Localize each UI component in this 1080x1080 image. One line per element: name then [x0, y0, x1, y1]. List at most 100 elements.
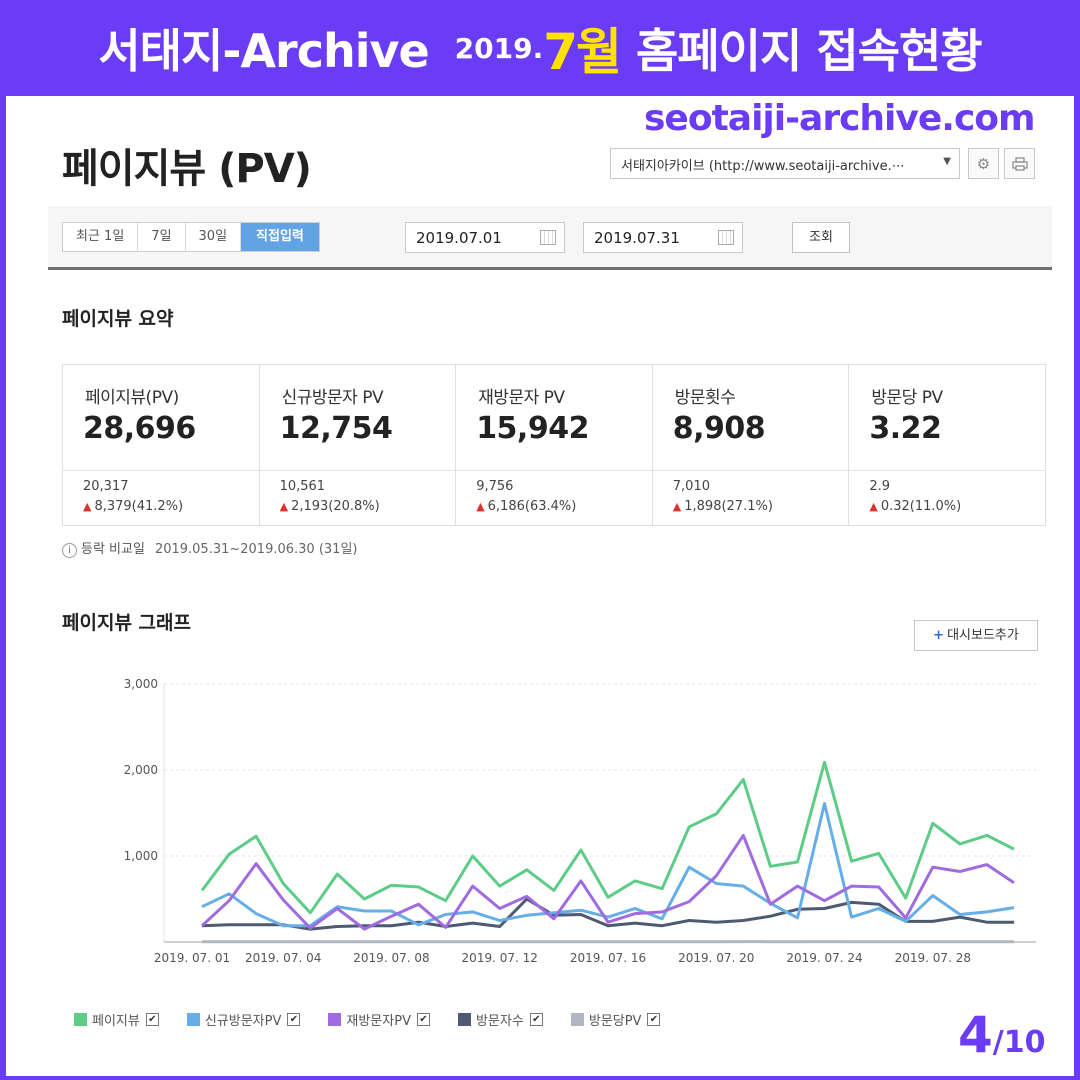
legend-item[interactable]: 재방문자PV ✔: [328, 1010, 430, 1029]
compare-dates: 2019.05.31~2019.06.30 (31일): [154, 542, 358, 557]
summary-heading: 페이지뷰 요약: [62, 308, 174, 330]
x-tick-label: 2019. 07. 12: [462, 951, 538, 965]
arrow-up-icon: ▲: [869, 500, 878, 513]
card-label: 신규방문자 PV: [281, 388, 384, 408]
chevron-down-icon: ▼: [943, 156, 951, 167]
calendar-icon[interactable]: [540, 230, 556, 245]
summary-cards: 페이지뷰(PV) 28,696 20,317 ▲ 8,379(41.2%) 신규방…: [62, 364, 1046, 526]
banner-month: 7월: [543, 23, 622, 81]
banner-subtitle: 홈페이지 접속현황: [636, 24, 983, 78]
settings-button[interactable]: ⚙: [968, 148, 999, 179]
summary-card-pv-per-visit: 방문당 PV 3.22 2.9 ▲ 0.32(11.0%): [849, 365, 1045, 525]
legend-item[interactable]: 신규방문자PV ✔: [186, 1010, 301, 1029]
page-indicator: 4/10: [958, 1006, 1046, 1064]
legend-item[interactable]: 페이지뷰 ✔: [74, 1010, 159, 1029]
legend-item[interactable]: 방문자수 ✔: [457, 1010, 543, 1029]
period-custom[interactable]: 직접입력: [241, 223, 319, 251]
series-line-1: [201, 802, 1015, 928]
series-line-2: [200, 833, 1015, 931]
card-value: 8,908: [672, 411, 766, 446]
chart-legend: 페이지뷰 ✔ 신규방문자PV ✔ 재방문자PV ✔ 방문자수 ✔ 방문당PV ✔: [74, 1010, 688, 1029]
x-tick-label: 2019. 07. 24: [786, 951, 862, 965]
y-tick-label: 2,000: [124, 763, 158, 777]
card-change: ▲ 6,186(63.4%): [476, 499, 577, 514]
card-previous: 2.9: [869, 479, 891, 494]
query-button[interactable]: 조회: [792, 222, 850, 253]
card-change: ▲ 0.32(11.0%): [869, 499, 962, 514]
card-change: ▲ 1,898(27.1%): [672, 499, 773, 514]
arrow-up-icon: ▲: [83, 500, 92, 513]
x-tick-label: 2019. 07. 28: [895, 951, 971, 965]
period-1day[interactable]: 최근 1일: [63, 223, 139, 251]
summary-card-visits: 방문횟수 8,908 7,010 ▲ 1,898(27.1%): [652, 365, 850, 525]
x-tick-label: 2019. 07. 01: [154, 951, 230, 965]
legend-swatch: [74, 1013, 87, 1026]
page-total: /10: [992, 1025, 1046, 1060]
card-value: 3.22: [869, 411, 942, 446]
card-label: 재방문자 PV: [478, 388, 565, 408]
end-date-input[interactable]: 2019.07.31: [583, 222, 743, 253]
calendar-icon[interactable]: [718, 230, 734, 245]
summary-card-new-visitor-pv: 신규방문자 PV 12,754 10,561 ▲ 2,193(20.8%): [259, 365, 457, 525]
legend-item[interactable]: 방문당PV ✔: [570, 1010, 661, 1029]
add-dashboard-button[interactable]: + 대시보드추가: [914, 620, 1038, 651]
card-value: 12,754: [279, 411, 393, 446]
legend-checkbox[interactable]: ✔: [529, 1013, 543, 1026]
x-tick-label: 2019. 07. 16: [570, 951, 646, 965]
compare-label: 등락 비교일: [81, 542, 145, 557]
legend-swatch: [570, 1013, 584, 1026]
legend-swatch: [186, 1013, 200, 1026]
card-previous: 9,756: [476, 479, 514, 494]
period-30days[interactable]: 30일: [186, 223, 242, 251]
card-previous: 7,010: [672, 479, 710, 494]
summary-card-returning-visitor-pv: 재방문자 PV 15,942 9,756 ▲ 6,186(63.4%): [456, 365, 653, 525]
y-tick-label: 3,000: [124, 677, 158, 691]
card-label: 페이지뷰(PV): [85, 388, 179, 408]
series-line-0: [200, 760, 1015, 915]
print-button[interactable]: [1004, 148, 1035, 179]
legend-label: 신규방문자PV: [204, 1014, 282, 1029]
legend-checkbox[interactable]: ✔: [287, 1013, 301, 1026]
legend-label: 방문자수: [475, 1014, 524, 1029]
card-change: ▲ 8,379(41.2%): [83, 499, 184, 514]
page-title: 페이지뷰 (PV): [62, 146, 312, 192]
gear-icon: ⚙: [976, 154, 991, 173]
series-line-3: [201, 897, 1014, 931]
x-tick-label: 2019. 07. 08: [353, 951, 429, 965]
date-toolbar: 최근 1일 7일 30일 직접입력 2019.07.01 - 2019.07.3…: [48, 206, 1052, 270]
arrow-up-icon: ▲: [672, 500, 682, 513]
card-previous: 10,561: [279, 479, 326, 494]
banner-archive-title: 서태지-Archive: [98, 24, 429, 78]
start-date-input[interactable]: 2019.07.01: [405, 222, 565, 253]
plus-icon: +: [933, 628, 945, 643]
start-date-value: 2019.07.01: [416, 229, 502, 247]
y-tick-label: 1,000: [124, 849, 158, 863]
add-dashboard-label: 대시보드추가: [947, 628, 1019, 643]
compare-note: i 등락 비교일 2019.05.31~2019.06.30 (31일): [62, 538, 357, 558]
card-previous: 20,317: [83, 479, 129, 494]
card-label: 방문당 PV: [871, 388, 943, 408]
card-change: ▲ 2,193(20.8%): [279, 499, 380, 514]
legend-checkbox[interactable]: ✔: [416, 1013, 430, 1026]
title-banner: 서태지-Archive 2019. 7월 홈페이지 접속현황: [0, 0, 1080, 96]
legend-swatch: [457, 1013, 471, 1026]
site-select[interactable]: 서태지아카이브 (http://www.seotaiji-archive.⋯ ▼: [610, 148, 960, 179]
page-current: 4: [958, 1006, 993, 1064]
period-selector: 최근 1일 7일 30일 직접입력: [62, 222, 320, 252]
pageview-line-chart: 3,000 2,000 1,000 2019. 07. 01 2019. 07. 04 2…: [124, 677, 1036, 965]
info-icon: i: [62, 543, 77, 558]
summary-card-pv: 페이지뷰(PV) 28,696 20,317 ▲ 8,379(41.2%): [63, 365, 260, 525]
legend-checkbox[interactable]: ✔: [647, 1013, 661, 1026]
arrow-up-icon: ▲: [476, 500, 485, 513]
legend-label: 페이지뷰: [92, 1014, 140, 1029]
legend-checkbox[interactable]: ✔: [145, 1013, 159, 1026]
printer-icon: [1011, 156, 1028, 171]
legend-label: 재방문자PV: [346, 1014, 411, 1029]
site-select-value: 서태지아카이브 (http://www.seotaiji-archive.⋯: [621, 159, 905, 174]
arrow-up-icon: ▲: [279, 500, 289, 513]
card-value: 15,942: [476, 411, 589, 446]
legend-label: 방문당PV: [588, 1014, 642, 1029]
period-7days[interactable]: 7일: [138, 223, 186, 251]
card-value: 28,696: [83, 411, 196, 446]
x-tick-label: 2019. 07. 20: [678, 951, 754, 965]
